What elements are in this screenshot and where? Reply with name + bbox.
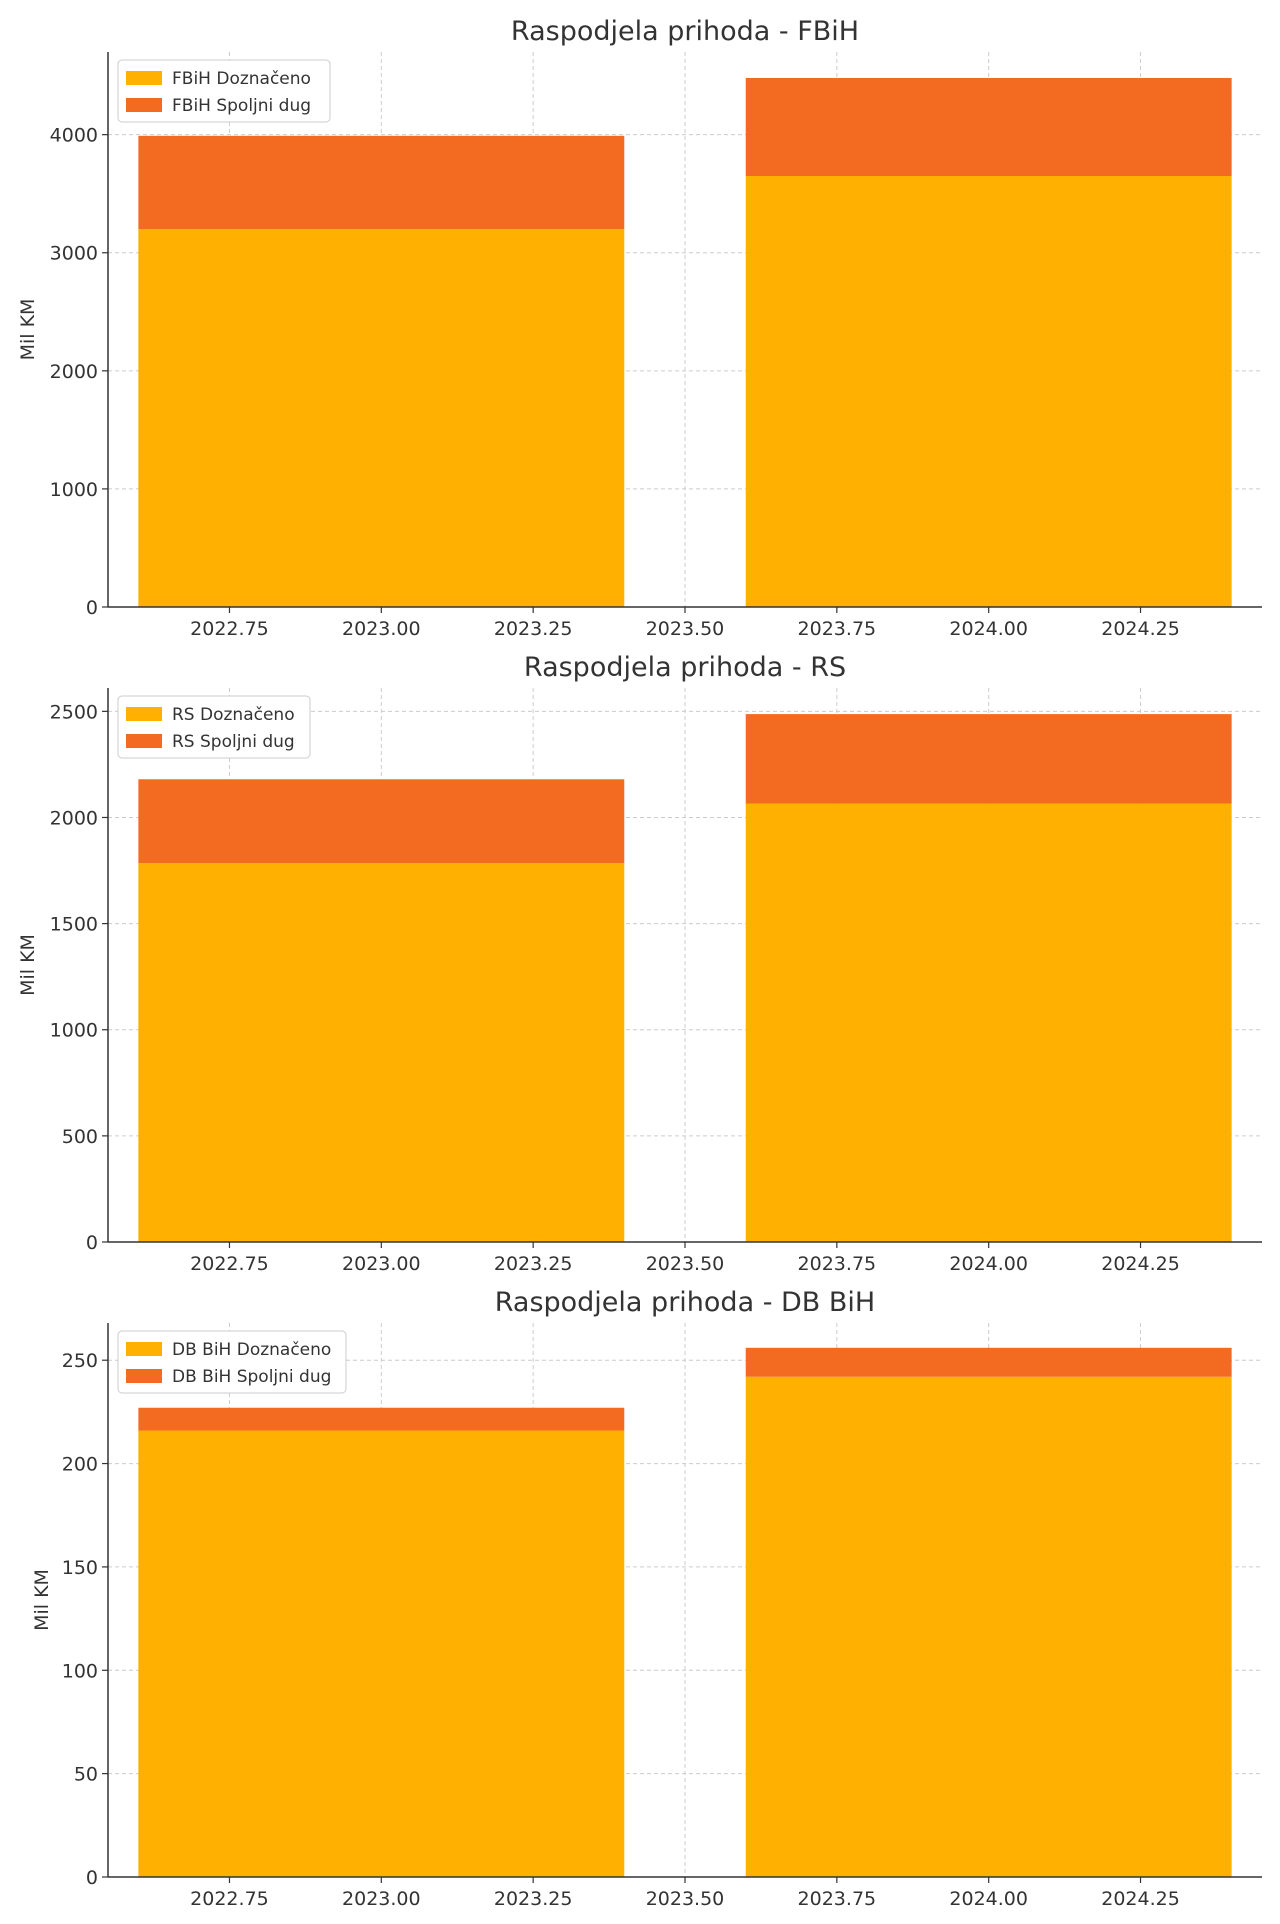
legend: FBiH Doznačeno FBiH Spoljni dug bbox=[117, 59, 331, 123]
legend-swatch-doznaceno bbox=[126, 71, 162, 85]
x-tick-label: 2023.50 bbox=[646, 1253, 725, 1275]
y-tick-label: 500 bbox=[62, 1126, 98, 1148]
chart-title: Raspodjela prihoda - FBiH bbox=[511, 16, 859, 47]
legend-swatch-spoljni-dug bbox=[126, 1369, 162, 1383]
chart-title: Raspodjela prihoda - DB BiH bbox=[495, 1287, 876, 1318]
y-axis-label: Mil KM bbox=[17, 299, 39, 361]
x-tick-label: 2024.25 bbox=[1101, 1253, 1180, 1275]
y-tick-label: 50 bbox=[74, 1764, 98, 1786]
legend-label: FBiH Spoljni dug bbox=[172, 96, 311, 116]
x-tick-label: 2022.75 bbox=[190, 1253, 269, 1275]
legend: RS Doznačeno RS Spoljni dug bbox=[117, 695, 311, 759]
bar-doznaceno-2023 bbox=[138, 1430, 625, 1877]
y-tick-label: 0 bbox=[86, 597, 98, 619]
x-tick-label: 2023.25 bbox=[494, 1888, 573, 1910]
y-tick-label: 150 bbox=[62, 1557, 98, 1579]
y-axis-label: Mil KM bbox=[17, 934, 39, 996]
bar-doznaceno-2023 bbox=[138, 229, 625, 607]
bar-spoljni-dug-2023 bbox=[138, 779, 625, 864]
bar-spoljni-dug-2024 bbox=[745, 1347, 1232, 1377]
y-tick-label: 2000 bbox=[50, 807, 98, 829]
x-tick-label: 2024.00 bbox=[949, 1253, 1028, 1275]
bar-doznaceno-2024 bbox=[745, 803, 1232, 1242]
legend-box bbox=[117, 59, 331, 123]
legend-label: RS Spoljni dug bbox=[172, 732, 295, 752]
x-tick-label: 2023.25 bbox=[494, 1253, 573, 1275]
legend-box bbox=[117, 695, 311, 759]
chart-panel-2: Raspodjela prihoda - RS 2022.75 2023.00 202… bbox=[17, 652, 1262, 1275]
y-tick-label: 200 bbox=[62, 1454, 98, 1476]
y-tick-label: 3000 bbox=[50, 243, 98, 265]
x-tick-label: 2023.00 bbox=[342, 1253, 421, 1275]
legend: DB BiH Doznačeno DB BiH Spoljni dug bbox=[117, 1330, 347, 1394]
x-tick-label: 2022.75 bbox=[190, 1888, 269, 1910]
legend-box bbox=[117, 1330, 347, 1394]
legend-label: DB BiH Spoljni dug bbox=[172, 1367, 331, 1387]
x-tick-label: 2023.75 bbox=[798, 1888, 877, 1910]
y-tick-label: 2500 bbox=[50, 701, 98, 723]
bar-doznaceno-2024 bbox=[745, 175, 1232, 607]
x-tick-label: 2023.00 bbox=[342, 1888, 421, 1910]
x-tick-label: 2022.75 bbox=[190, 618, 269, 640]
legend-label: DB BiH Doznačeno bbox=[172, 1340, 331, 1360]
chart-title: Raspodjela prihoda - RS bbox=[524, 652, 846, 683]
x-tick-label: 2023.25 bbox=[494, 618, 573, 640]
x-tick-label: 2024.00 bbox=[949, 618, 1028, 640]
legend-swatch-spoljni-dug bbox=[126, 734, 162, 748]
x-tick-label: 2023.50 bbox=[646, 618, 725, 640]
chart-panel-1: Raspodjela prihoda - FBiH 2022.75 2023.00 2… bbox=[17, 16, 1262, 640]
y-tick-label: 100 bbox=[62, 1660, 98, 1682]
y-tick-label: 0 bbox=[86, 1232, 98, 1254]
y-tick-label: 1000 bbox=[50, 479, 98, 501]
legend-swatch-doznaceno bbox=[126, 1342, 162, 1356]
bar-spoljni-dug-2024 bbox=[745, 714, 1232, 804]
y-tick-label: 250 bbox=[62, 1350, 98, 1372]
legend-swatch-spoljni-dug bbox=[126, 98, 162, 112]
bar-spoljni-dug-2023 bbox=[138, 135, 625, 230]
x-tick-label: 2024.25 bbox=[1101, 1888, 1180, 1910]
x-tick-label: 2023.75 bbox=[798, 1253, 877, 1275]
x-tick-label: 2023.75 bbox=[798, 618, 877, 640]
chart-panel-3: Raspodjela prihoda - DB BiH 2022.75 2023.0… bbox=[31, 1287, 1262, 1910]
y-tick-label: 0 bbox=[86, 1867, 98, 1889]
bar-spoljni-dug-2023 bbox=[138, 1407, 625, 1431]
bar-spoljni-dug-2024 bbox=[745, 77, 1232, 176]
legend-swatch-doznaceno bbox=[126, 707, 162, 721]
bar-doznaceno-2024 bbox=[745, 1376, 1232, 1877]
legend-label: FBiH Doznačeno bbox=[172, 69, 311, 89]
y-tick-label: 2000 bbox=[50, 361, 98, 383]
y-axis-label: Mil KM bbox=[31, 1569, 53, 1631]
legend-label: RS Doznačeno bbox=[172, 705, 295, 725]
bar-doznaceno-2023 bbox=[138, 863, 625, 1242]
x-tick-label: 2024.00 bbox=[949, 1888, 1028, 1910]
x-tick-label: 2023.00 bbox=[342, 618, 421, 640]
x-tick-label: 2023.50 bbox=[646, 1888, 725, 1910]
y-tick-label: 1000 bbox=[50, 1020, 98, 1042]
y-tick-label: 4000 bbox=[50, 125, 98, 147]
x-tick-label: 2024.25 bbox=[1101, 618, 1180, 640]
y-tick-label: 1500 bbox=[50, 914, 98, 936]
